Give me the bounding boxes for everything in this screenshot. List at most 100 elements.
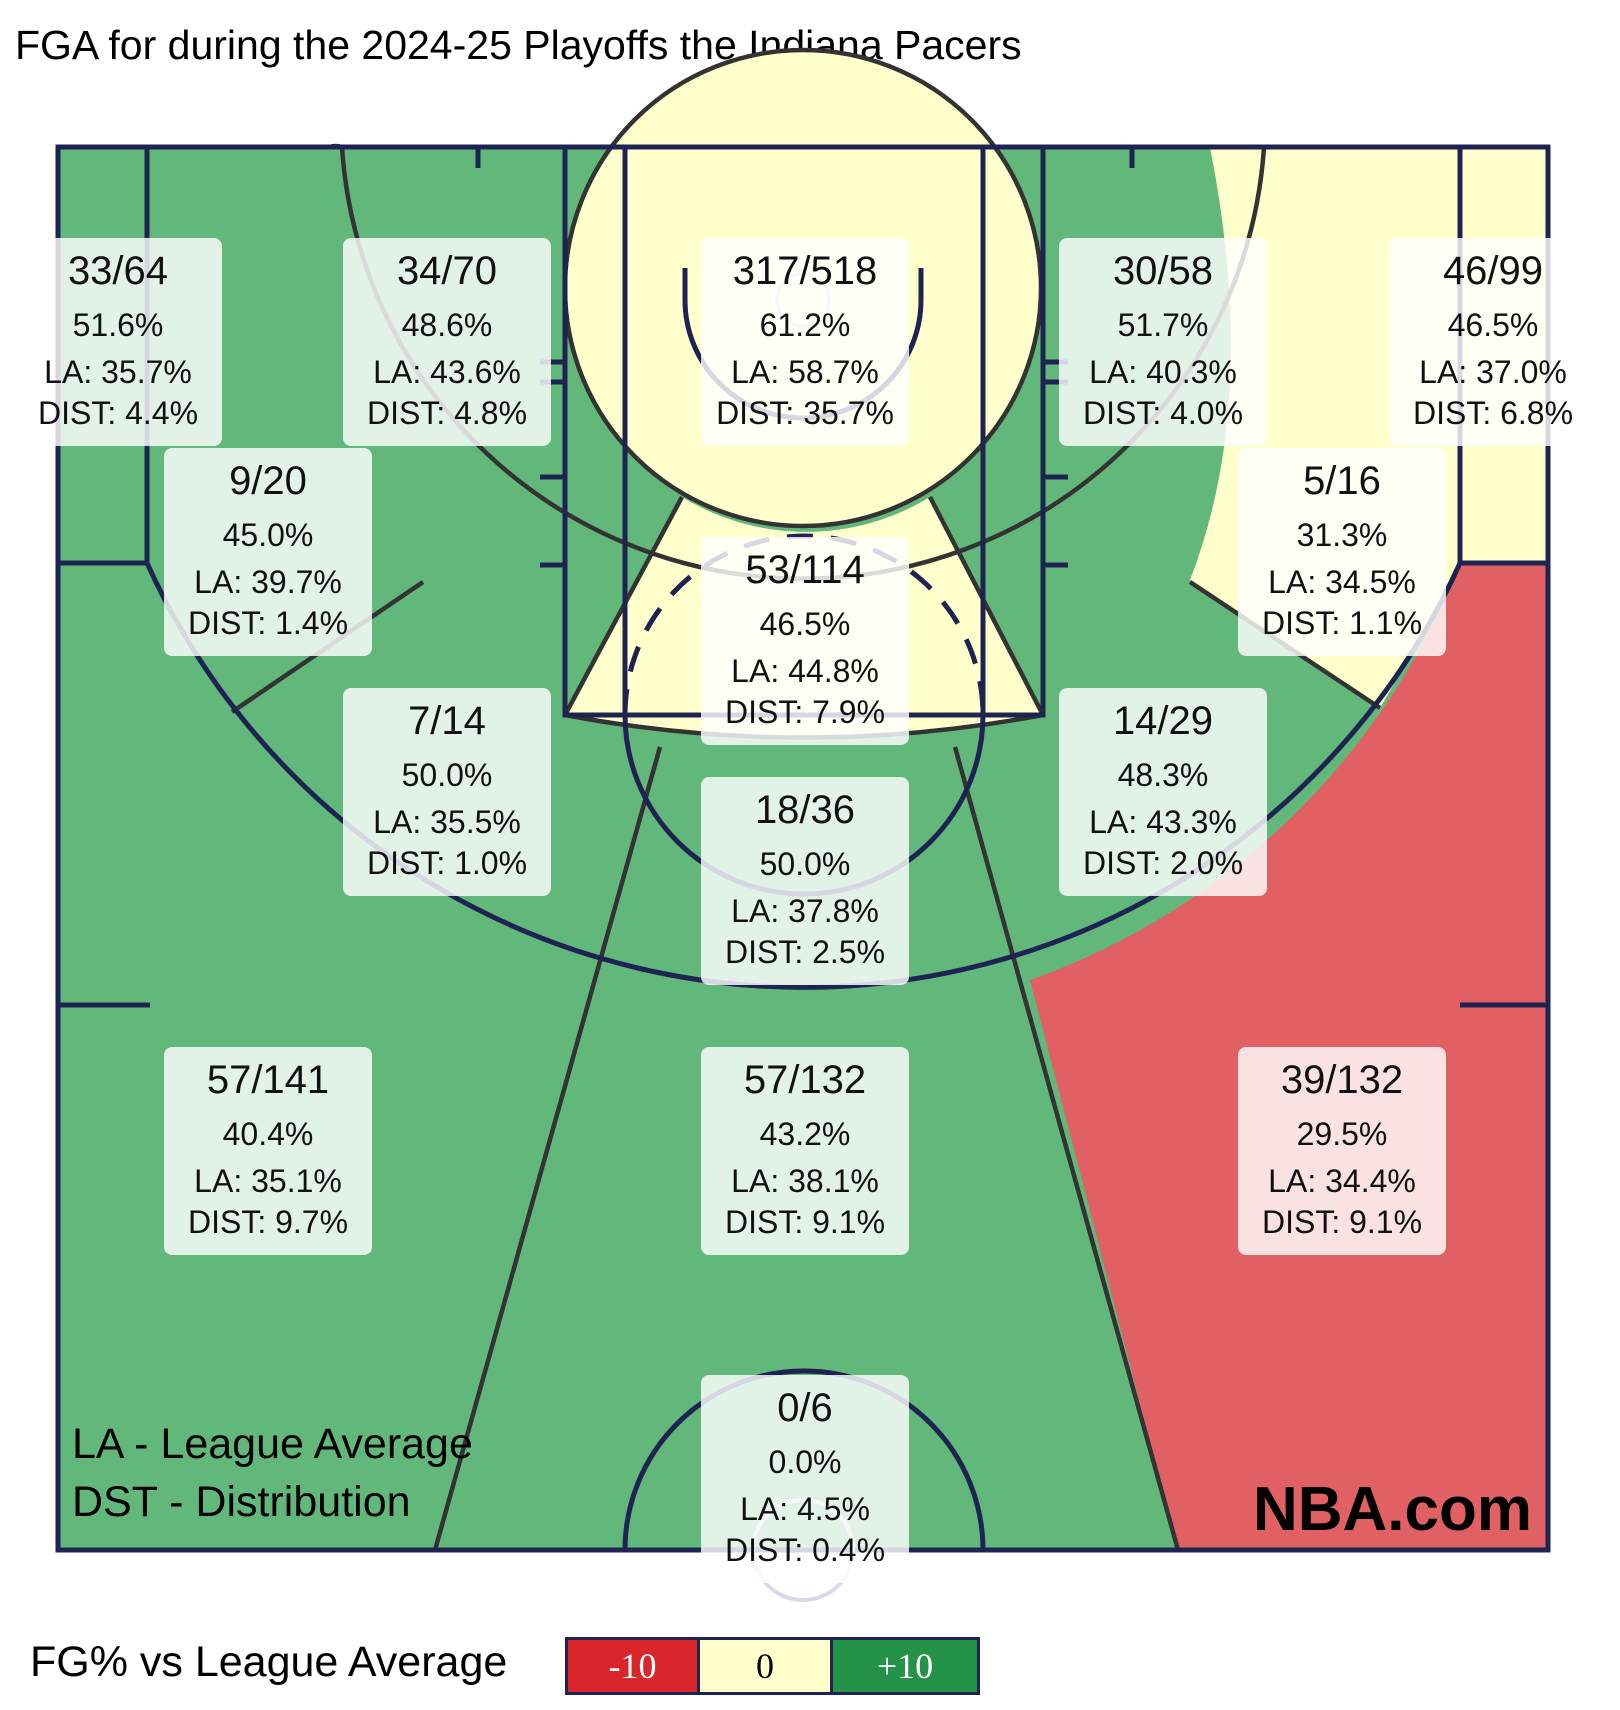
zone-distribution: DIST: 9.1% <box>1262 1204 1422 1240</box>
zone-label-box <box>1059 238 1267 446</box>
zone-label-box <box>701 1375 909 1583</box>
zone-fg-pct: 48.6% <box>402 307 493 343</box>
zone-label-right-baseline-mid: 30/58 51.7% LA: 40.3% DIST: 4.0% <box>1059 238 1267 446</box>
zone-fgm-fga: 46/99 <box>1443 249 1543 293</box>
zone-fg-pct: 51.6% <box>73 307 164 343</box>
zone-league-average: LA: 37.0% <box>1419 354 1567 390</box>
zone-distribution: DIST: 7.9% <box>725 694 885 730</box>
legend-label: FG% vs League Average <box>30 1638 508 1686</box>
zone-label-box <box>701 537 909 745</box>
legend-scale-zero: 0 <box>697 1637 833 1695</box>
zone-label-backcourt: 0/6 0.0% LA: 4.5% DIST: 0.4% <box>701 1375 909 1583</box>
zone-distribution: DIST: 4.4% <box>38 395 198 431</box>
zone-league-average: LA: 34.4% <box>1268 1163 1416 1199</box>
zone-fg-pct: 0.0% <box>769 1444 842 1480</box>
zone-fgm-fga: 9/20 <box>229 459 307 503</box>
zone-league-average: LA: 37.8% <box>731 893 879 929</box>
zone-league-average: LA: 43.6% <box>373 354 521 390</box>
zone-label-box <box>164 448 372 656</box>
zone-label-box <box>343 688 551 896</box>
zone-label-left-corner-three: 33/64 51.6% LA: 35.7% DIST: 4.4% <box>14 238 222 446</box>
zone-fgm-fga: 0/6 <box>777 1386 833 1430</box>
zone-label-box <box>701 777 909 985</box>
zone-label-box <box>701 1047 909 1255</box>
zone-distribution: DIST: 0.4% <box>725 1532 885 1568</box>
zone-distribution: DIST: 1.1% <box>1262 605 1422 641</box>
zone-distribution: DIST: 4.0% <box>1083 395 1243 431</box>
zone-label-top-key-three: 57/132 43.2% LA: 38.1% DIST: 9.1% <box>701 1047 909 1255</box>
zone-label-right-wing-three-short: 5/16 31.3% LA: 34.5% DIST: 1.1% <box>1238 448 1446 656</box>
zone-fg-pct: 46.5% <box>760 606 851 642</box>
zone-distribution: DIST: 2.5% <box>725 934 885 970</box>
zone-fgm-fga: 53/114 <box>745 548 864 592</box>
zone-fgm-fga: 57/141 <box>207 1058 329 1102</box>
zone-fg-pct: 48.3% <box>1118 757 1209 793</box>
zone-fg-pct: 46.5% <box>1448 307 1539 343</box>
zone-label-box <box>164 1047 372 1255</box>
zone-distribution: DIST: 35.7% <box>716 395 894 431</box>
zone-fg-pct: 45.0% <box>223 517 314 553</box>
zone-fg-pct: 50.0% <box>760 846 851 882</box>
zone-fgm-fga: 30/58 <box>1113 249 1213 293</box>
zone-label-box <box>1059 688 1267 896</box>
legend-scale-plus10: +10 <box>830 1637 980 1695</box>
zone-distribution: DIST: 1.4% <box>188 605 348 641</box>
zone-fg-pct: 40.4% <box>223 1116 314 1152</box>
zone-distribution: DIST: 9.7% <box>188 1204 348 1240</box>
zone-label-box <box>1238 448 1446 656</box>
zone-fg-pct: 50.0% <box>402 757 493 793</box>
zone-league-average: LA: 38.1% <box>731 1163 879 1199</box>
zone-league-average: LA: 4.5% <box>740 1491 870 1527</box>
zone-label-box <box>1389 238 1597 446</box>
zone-distribution: DIST: 4.8% <box>367 395 527 431</box>
note-distribution: DST - Distribution <box>72 1478 411 1526</box>
zone-distribution: DIST: 9.1% <box>725 1204 885 1240</box>
zone-league-average: LA: 35.5% <box>373 804 521 840</box>
shot-chart: 33/64 51.6% LA: 35.7% DIST: 4.4% 34/70 48.6% L… <box>14 47 1597 1602</box>
zone-fgm-fga: 39/132 <box>1281 1058 1403 1102</box>
zone-label-left-wing-three-short: 9/20 45.0% LA: 39.7% DIST: 1.4% <box>164 448 372 656</box>
zone-fgm-fga: 14/29 <box>1113 699 1213 743</box>
legend-scale-minus10: -10 <box>565 1637 700 1695</box>
zone-fgm-fga: 57/132 <box>744 1058 866 1102</box>
zone-label-box <box>14 238 222 446</box>
zone-fgm-fga: 18/36 <box>755 788 855 832</box>
zone-league-average: LA: 34.5% <box>1268 564 1416 600</box>
zone-fg-pct: 29.5% <box>1297 1116 1388 1152</box>
zone-label-right-corner-three: 46/99 46.5% LA: 37.0% DIST: 6.8% <box>1389 238 1597 446</box>
zone-fgm-fga: 5/16 <box>1303 459 1381 503</box>
zone-label-left-elbow-mid: 7/14 50.0% LA: 35.5% DIST: 1.0% <box>343 688 551 896</box>
zone-fgm-fga: 34/70 <box>397 249 497 293</box>
zone-label-box <box>1238 1047 1446 1255</box>
zone-fgm-fga: 7/14 <box>408 699 486 743</box>
zone-distribution: DIST: 1.0% <box>367 845 527 881</box>
zone-label-right-elbow-mid: 14/29 48.3% LA: 43.3% DIST: 2.0% <box>1059 688 1267 896</box>
zone-label-restricted-area: 317/518 61.2% LA: 58.7% DIST: 35.7% <box>701 238 909 446</box>
zone-fg-pct: 31.3% <box>1297 517 1388 553</box>
zone-label-right-wing-three: 39/132 29.5% LA: 34.4% DIST: 9.1% <box>1238 1047 1446 1255</box>
zone-league-average: LA: 35.1% <box>194 1163 342 1199</box>
zone-fgm-fga: 317/518 <box>733 249 878 293</box>
nba-watermark: NBA.com <box>1253 1475 1532 1544</box>
zone-league-average: LA: 39.7% <box>194 564 342 600</box>
zone-label-box <box>343 238 551 446</box>
zone-label-left-baseline-mid: 34/70 48.6% LA: 43.6% DIST: 4.8% <box>343 238 551 446</box>
note-league-average: LA - League Average <box>72 1420 473 1468</box>
court-lines <box>55 144 1551 1602</box>
zone-label-box <box>701 238 909 446</box>
zone-league-average: LA: 44.8% <box>731 653 879 689</box>
zone-fg-pct: 43.2% <box>760 1116 851 1152</box>
zone-label-top-key-mid: 18/36 50.0% LA: 37.8% DIST: 2.5% <box>701 777 909 985</box>
zone-distribution: DIST: 6.8% <box>1413 395 1573 431</box>
zone-fg-pct: 61.2% <box>760 307 851 343</box>
zone-distribution: DIST: 2.0% <box>1083 845 1243 881</box>
zone-label-left-wing-three: 57/141 40.4% LA: 35.1% DIST: 9.7% <box>164 1047 372 1255</box>
zone-fgm-fga: 33/64 <box>68 249 168 293</box>
zone-fg-pct: 51.7% <box>1118 307 1209 343</box>
zone-league-average: LA: 43.3% <box>1089 804 1237 840</box>
zone-league-average: LA: 40.3% <box>1089 354 1237 390</box>
zone-labels: 33/64 51.6% LA: 35.7% DIST: 4.4% 34/70 48.6% L… <box>14 238 1597 1583</box>
zone-league-average: LA: 58.7% <box>731 354 879 390</box>
zone-league-average: LA: 35.7% <box>44 354 192 390</box>
zone-label-paint-non-ra: 53/114 46.5% LA: 44.8% DIST: 7.9% <box>701 537 909 745</box>
